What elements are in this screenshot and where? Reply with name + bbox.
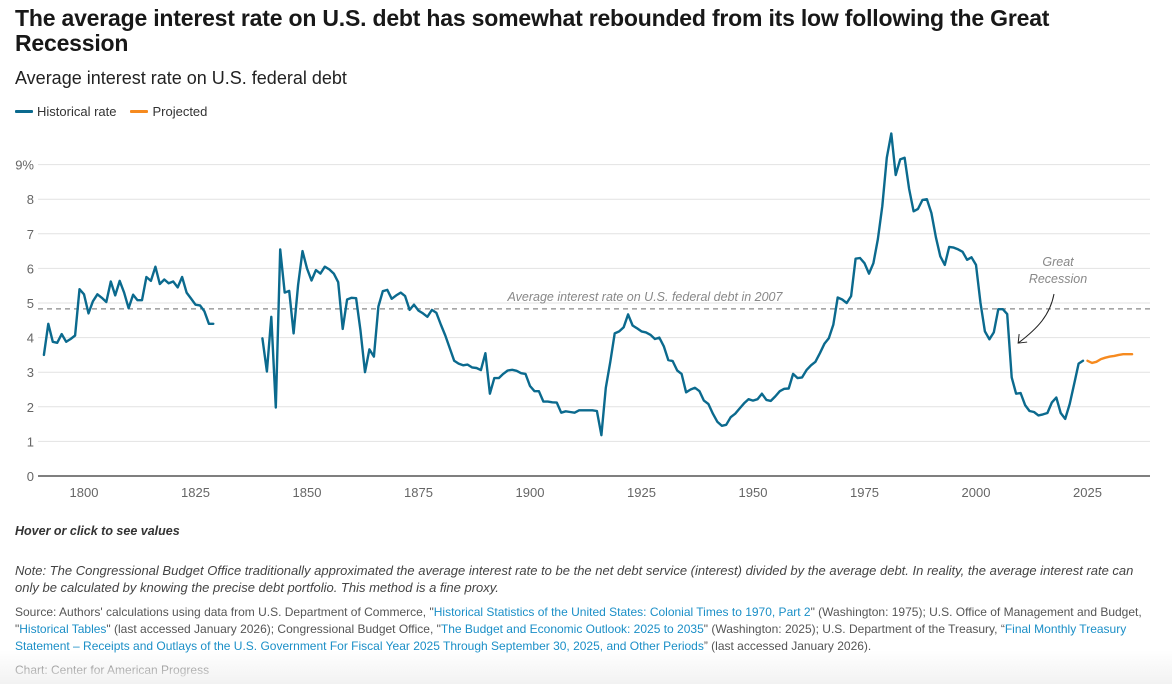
x-tick-label: 2000: [962, 485, 991, 500]
legend-item-projected[interactable]: Projected: [130, 104, 207, 119]
annotation-label-line2: Recession: [1029, 272, 1087, 286]
y-tick-label: 3: [27, 365, 34, 380]
x-tick-label: 1900: [516, 485, 545, 500]
x-tick-label: 1875: [404, 485, 433, 500]
annotation-arrowhead-icon: [1017, 334, 1028, 344]
series-line-historical-rate-segment-2[interactable]: [261, 132, 1085, 437]
chart-credit: Chart: Center for American Progress: [15, 663, 210, 677]
reference-line-label: Average interest rate on U.S. federal de…: [507, 290, 784, 304]
x-tick-label: 1950: [739, 485, 768, 500]
chart-subtitle: Average interest rate on U.S. federal de…: [15, 68, 347, 88]
legend-label-projected: Projected: [152, 104, 208, 119]
x-tick-label: 1975: [850, 485, 879, 500]
x-tick-label: 1800: [70, 485, 99, 500]
legend-swatch-projected: [130, 110, 149, 113]
source-link[interactable]: Final Monthly Treasury Statement – Recei…: [15, 622, 1127, 653]
chart-source: Source: Authors' calculations using data…: [15, 604, 1155, 655]
source-link[interactable]: Historical Statistics of the United Stat…: [433, 605, 811, 619]
legend-item-historical[interactable]: Historical rate: [15, 104, 116, 119]
y-tick-label: 9%: [15, 158, 34, 173]
y-tick-label: 7: [27, 227, 34, 242]
annotation-label-line1: Great: [1042, 255, 1074, 269]
legend: Historical rate Projected: [15, 104, 207, 119]
annotation-arrow: [1017, 293, 1055, 344]
source-link[interactable]: Historical Tables: [19, 622, 107, 636]
source-text: " (Washington: 2025); U.S. Department of…: [703, 622, 1005, 636]
chart-title: The average interest rate on U.S. debt h…: [15, 5, 1050, 56]
series-line-historical-rate-segment-1[interactable]: [42, 265, 215, 357]
source-text: ” (last accessed January 2026).: [703, 639, 872, 653]
source-link[interactable]: The Budget and Economic Outlook: 2025 to…: [440, 622, 704, 636]
series-lines[interactable]: [42, 132, 1134, 437]
y-tick-label: 5: [27, 296, 34, 311]
y-tick-label: 2: [27, 400, 34, 415]
x-tick-label: 1925: [627, 485, 656, 500]
legend-swatch-historical: [15, 110, 33, 113]
y-axis-ticks: 0 1 2 3 4 5 6 7 8 9%: [15, 158, 34, 484]
x-tick-label: 2025: [1073, 485, 1102, 500]
y-tick-label: 0: [27, 469, 34, 484]
chart-note: Note: The Congressional Budget Office tr…: [15, 563, 1134, 595]
x-tick-label: 1825: [181, 485, 210, 500]
y-tick-label: 6: [27, 261, 34, 276]
y-tick-label: 4: [27, 331, 34, 346]
hover-hint: Hover or click to see values: [15, 524, 180, 538]
x-axis-ticks: 1800 1825 1850 1875 1900 1925 1950 1975 2000 2025: [70, 485, 1102, 500]
line-chart[interactable]: 0 1 2 3 4 5 6 7 8 9% 1800 1825 1850 1875 1900 1925 1950…: [0, 120, 1172, 510]
x-tick-label: 1850: [293, 485, 322, 500]
gridlines: [38, 164, 1150, 477]
y-tick-label: 1: [27, 434, 34, 449]
source-text: Source: Authors' calculations using data…: [15, 605, 434, 619]
source-text: " (Washington: 1975); U.S. Office of Man…: [15, 605, 1142, 636]
source-text: " (last accessed January 2026); Congress…: [106, 622, 441, 636]
reference-line-group: Average interest rate on U.S. federal de…: [38, 290, 1150, 310]
annotation-group: Great Recession: [1017, 255, 1087, 344]
legend-label-historical: Historical rate: [37, 104, 117, 119]
series-line-projected-segment-1[interactable]: [1086, 353, 1134, 365]
y-tick-label: 8: [27, 192, 34, 207]
